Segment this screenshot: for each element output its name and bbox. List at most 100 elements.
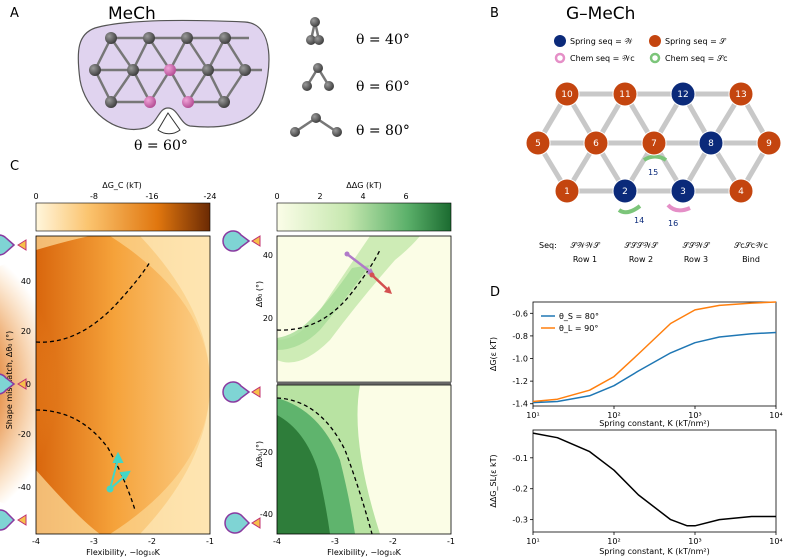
pacman-icon [0,234,27,531]
svg-text:1: 1 [564,187,570,197]
left-ytick-1: 20 [21,327,31,336]
svg-text:9: 9 [766,139,772,149]
svg-text:2: 2 [622,187,628,197]
panel-d-letter: D [490,285,500,300]
panel-a-letter: A [10,6,19,21]
left-heatmap [0,235,211,535]
x-tick-label: 10² [607,537,620,546]
seq-row-3-label: Row 3 [684,255,708,264]
angle-label-40: θ = 40° [356,32,410,48]
right-xlabel: Flexibility, −log₁₀K [327,548,402,557]
series-line-0 [532,432,776,527]
panel-b-title: G–MeCh [566,4,635,24]
right-bottom-ytick-0: -20 [260,448,273,457]
right-top-ylabel: Δθ₀ (°) [255,281,264,307]
left-colorbar [35,202,211,232]
right-cbar-tick-2: 4 [360,192,365,201]
left-ytick-4: -40 [18,483,31,492]
seq-row-3: 𝒮𝒮𝒲𝒮 [683,241,711,250]
left-ytick-3: -20 [18,430,31,439]
legend-entry: θ_L = 90° [559,324,598,333]
x-tick-label: 10⁴ [769,411,782,420]
panel-d: D -0.6 -0.8 -1.0 -1.2 -1.4 10¹ 10² 10³ 10⁴ Spring… [489,285,783,556]
panel-c-letter: C [10,159,19,174]
svg-text:6: 6 [593,139,599,149]
left-cyan-arrows [106,451,131,493]
svg-text:12: 12 [677,90,688,100]
bond-label-15: 15 [648,168,658,177]
panel-c: C ΔG_C (kT) 0 -8 -16 -24 Shape mismatch,… [0,159,455,557]
left-xtick-3: -1 [206,537,214,546]
y-tick-label: -0.3 [512,516,528,525]
panel-b-letter: B [490,6,499,21]
right-bottom-ytick-1: -40 [260,510,273,519]
legend-spring-s: Spring seq = 𝒮 [665,37,726,46]
left-cbar-tick-3: -24 [203,192,216,201]
svg-text:3: 3 [680,187,686,197]
hinge-wedge-icon [157,112,181,135]
bond-16-arc [666,203,691,213]
left-dashed-top [35,261,151,343]
right-cbar-tick-0: 0 [274,192,279,201]
left-cbar-tick-2: -16 [145,192,158,201]
svg-text:11: 11 [619,90,630,100]
x-axis-label: Spring constant, K (kT/nm²) [599,547,710,556]
angle-label-60: θ = 60° [356,79,410,95]
y-axis-label: ΔG(ε kT) [489,337,498,371]
y-tick-label: -1.2 [512,377,528,386]
seq-bind: 𝒮c𝒮c𝒲c [734,241,768,250]
right-xtick-0: -4 [273,537,281,546]
svg-text:10: 10 [561,90,573,100]
seq-row-2: 𝒮𝒮𝒮𝒲𝒮 [624,241,658,250]
y-axis-label: ΔΔG_SL(ε kT) [489,454,498,507]
panel-a-title: MeCh [108,4,156,24]
angle-label-80: θ = 80° [356,123,410,139]
series-line-1 [532,301,777,403]
right-colorbar [276,202,452,232]
bond-15-arc [642,154,668,162]
right-dashed-top [276,249,381,331]
right-xtick-3: -1 [447,537,455,546]
pacman-icon-right [222,230,261,534]
y-tick-label: -1.4 [512,400,528,409]
x-tick-label: 10² [607,411,620,420]
chem-s-swatch [649,52,661,64]
y-tick-label: -0.6 [512,309,528,318]
right-bottom-heatmap [276,384,452,535]
hinge-example-nodes [290,17,342,137]
seq-row-1-label: Row 1 [573,255,597,264]
plot-frame [532,429,777,533]
svg-text:13: 13 [735,90,746,100]
right-cbar-tick-1: 2 [317,192,322,201]
legend-entry: θ_S = 80° [559,312,599,321]
left-ytick-0: 40 [21,277,31,286]
seq-bind-label: Bind [742,255,760,264]
series-line-0 [532,331,777,404]
spring-w-swatch [554,35,566,47]
hinge-angle-label: θ = 60° [134,138,188,154]
bond-label-14: 14 [634,216,644,225]
legend-chem-w: Chem seq = 𝒲c [570,54,635,63]
right-top-heatmap [276,235,452,383]
right-xtick-2: -2 [389,537,397,546]
spring-s-swatch [649,35,661,47]
x-tick-label: 10¹ [526,411,539,420]
right-top-ytick-1: 20 [263,314,273,323]
chem-w-swatch [554,52,566,64]
left-xtick-2: -2 [148,537,156,546]
svg-text:4: 4 [738,187,744,197]
left-cbar-tick-1: -8 [90,192,98,201]
bond-14-arc [617,204,642,215]
right-colorbar-label: ΔΔG (kT) [346,181,381,190]
right-top-ytick-0: 40 [263,251,273,260]
left-cbar-tick-0: 0 [33,192,38,201]
x-axis-label: Spring constant, K (kT/nm²) [599,419,710,428]
right-cbar-tick-3: 6 [403,192,408,201]
svg-text:5: 5 [535,139,541,149]
svg-text:7: 7 [651,139,657,149]
left-ytick-2: 0 [26,380,31,389]
chart-delta-delta-g: -0.1 -0.2 -0.3 10¹ 10² 10³ 10⁴ Spring constant,… [489,429,783,556]
y-tick-label: -0.1 [512,454,528,463]
left-colorbar-label: ΔG_C (kT) [102,181,142,190]
legend-chem-s: Chem seq = 𝒮c [665,54,727,63]
